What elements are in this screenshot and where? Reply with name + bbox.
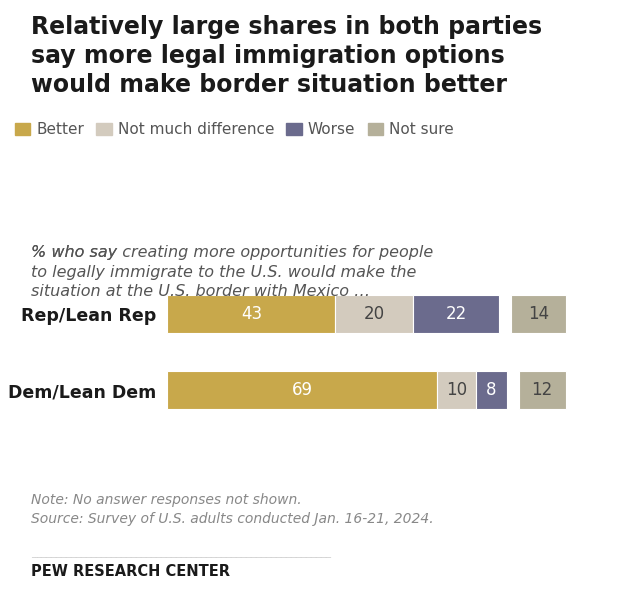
Text: 69: 69 — [291, 381, 312, 399]
Text: 43: 43 — [241, 305, 262, 323]
Text: Source: Survey of U.S. adults conducted Jan. 16-21, 2024.: Source: Survey of U.S. adults conducted … — [31, 512, 433, 526]
Bar — [476, 371, 507, 409]
Text: % who say creating more opportunities for people
to legally immigrate to the U.S: % who say creating more opportunities fo… — [31, 245, 433, 299]
Text: 8: 8 — [486, 381, 497, 399]
Bar — [167, 371, 436, 409]
Text: ────────────────────────────────────────────────────────────: ────────────────────────────────────────… — [31, 552, 331, 561]
Bar — [519, 371, 565, 409]
Text: 12: 12 — [531, 381, 553, 399]
Bar — [414, 294, 499, 333]
Bar — [335, 294, 414, 333]
Text: PEW RESEARCH CENTER: PEW RESEARCH CENTER — [31, 564, 230, 580]
Text: 14: 14 — [528, 305, 549, 323]
Text: 10: 10 — [446, 381, 467, 399]
Legend: Better, Not much difference, Worse, Not sure: Better, Not much difference, Worse, Not … — [15, 122, 454, 137]
Bar — [511, 294, 565, 333]
Text: % who say: % who say — [31, 245, 122, 260]
Text: 22: 22 — [446, 305, 467, 323]
Text: Note: No answer responses not shown.: Note: No answer responses not shown. — [31, 493, 301, 507]
Text: Relatively large shares in both parties
say more legal immigration options
would: Relatively large shares in both parties … — [31, 15, 542, 97]
Bar — [167, 294, 335, 333]
Text: 20: 20 — [364, 305, 385, 323]
Bar — [436, 371, 476, 409]
